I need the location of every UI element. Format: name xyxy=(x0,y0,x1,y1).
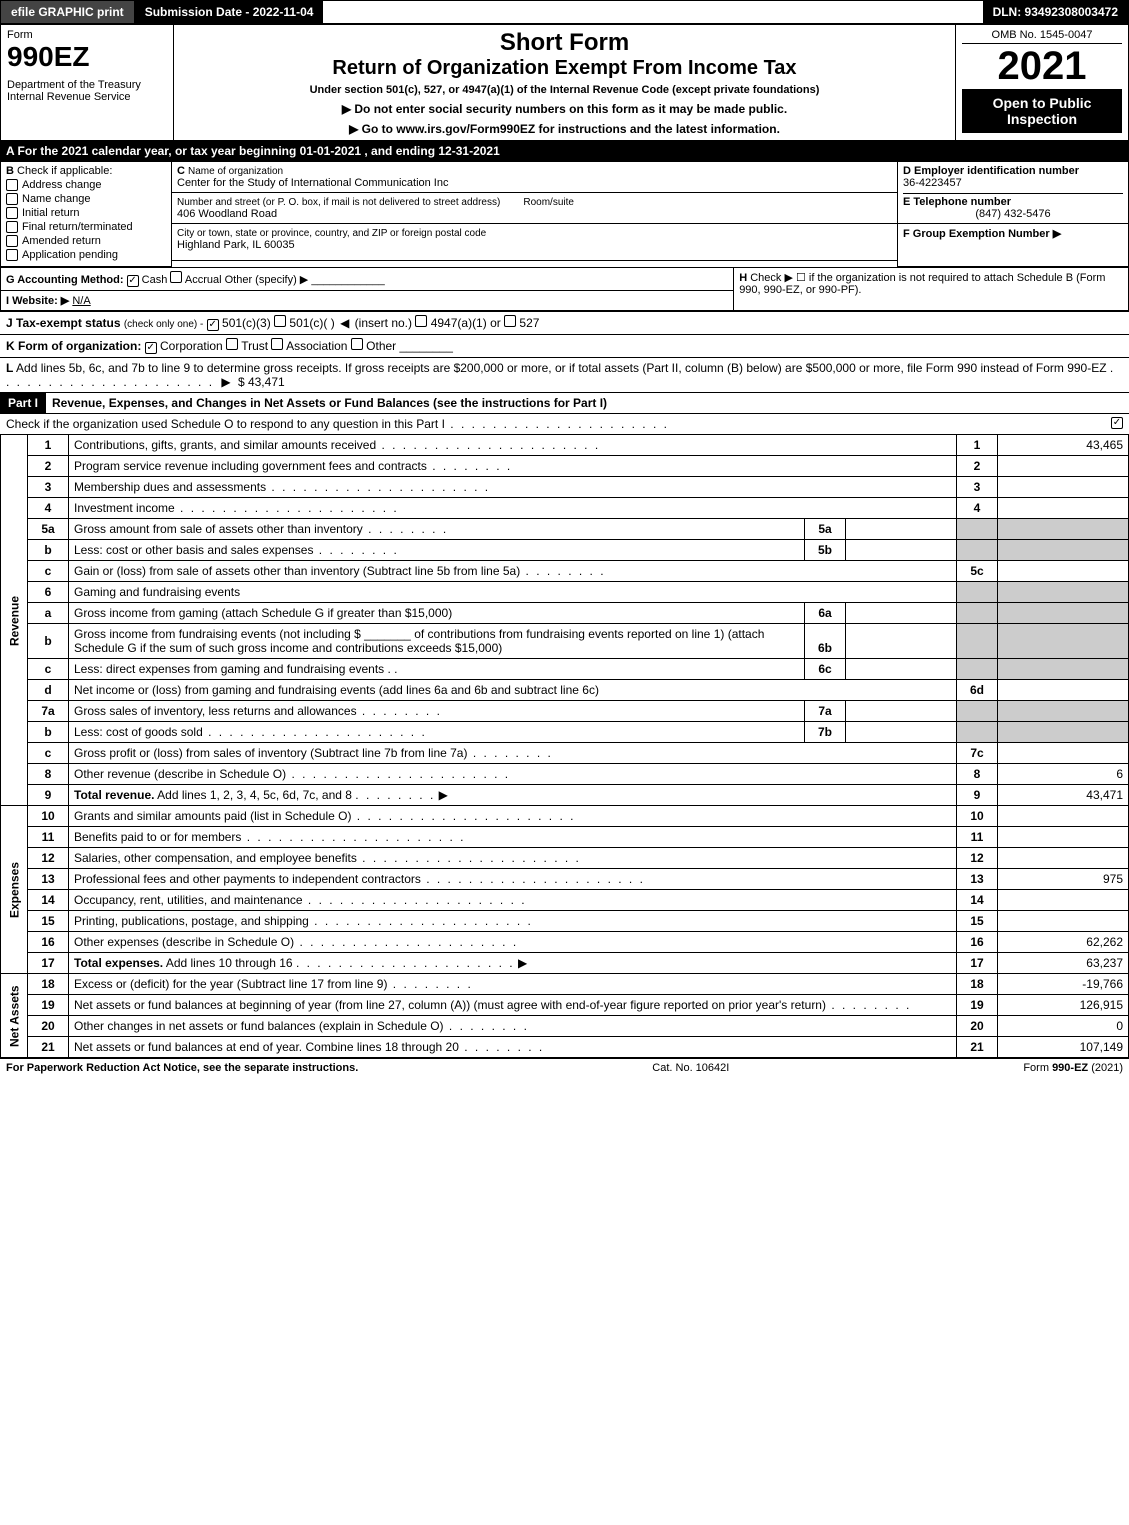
lines-table: Revenue 1 Contributions, gifts, grants, … xyxy=(0,434,1129,1058)
section-d-label: D Employer identification number xyxy=(903,165,1123,177)
checkbox-name-change[interactable]: Name change xyxy=(6,193,166,205)
line-20-amount: 0 xyxy=(998,1016,1129,1037)
line-18-amount: -19,766 xyxy=(998,974,1129,995)
checkbox-trust[interactable] xyxy=(226,338,238,350)
section-h-text: Check ▶ ☐ if the organization is not req… xyxy=(739,272,1105,296)
checkbox-cash[interactable] xyxy=(127,275,139,287)
checkbox-application-pending[interactable]: Application pending xyxy=(6,249,166,261)
goto-link[interactable]: ▶ Go to www.irs.gov/Form990EZ for instru… xyxy=(180,122,949,136)
line-3-amount xyxy=(998,477,1129,498)
checkbox-501c3[interactable] xyxy=(207,319,219,331)
paperwork-notice: For Paperwork Reduction Act Notice, see … xyxy=(6,1062,358,1074)
street-label: Number and street (or P. O. box, if mail… xyxy=(177,197,500,208)
section-a-header: A For the 2021 calendar year, or tax yea… xyxy=(0,141,1129,161)
omb-number: OMB No. 1545-0047 xyxy=(962,29,1122,44)
org-info-table: B Check if applicable: Address change Na… xyxy=(0,161,1129,267)
checkbox-address-change[interactable]: Address change xyxy=(6,179,166,191)
checkbox-schedule-o[interactable] xyxy=(1111,417,1123,429)
line-15-amount xyxy=(998,911,1129,932)
ein-value: 36-4223457 xyxy=(903,177,1123,189)
accounting-website-table: G Accounting Method: Cash Accrual Other … xyxy=(0,267,1129,311)
section-k: K Form of organization: Corporation Trus… xyxy=(0,334,1129,357)
telephone-value: (847) 432-5476 xyxy=(903,208,1123,220)
efile-print-button[interactable]: efile GRAPHIC print xyxy=(1,1,135,23)
line-10-amount xyxy=(998,806,1129,827)
checkbox-527[interactable] xyxy=(504,315,516,327)
line-4-amount xyxy=(998,498,1129,519)
under-section: Under section 501(c), 527, or 4947(a)(1)… xyxy=(180,84,949,96)
website-value: N/A xyxy=(72,295,90,307)
line-8-amount: 6 xyxy=(998,764,1129,785)
tax-year: 2021 xyxy=(962,44,1122,89)
line-11-amount xyxy=(998,827,1129,848)
top-bar: efile GRAPHIC print Submission Date - 20… xyxy=(0,0,1129,24)
expenses-label: Expenses xyxy=(1,806,28,974)
net-assets-label: Net Assets xyxy=(1,974,28,1058)
form-reference: Form 990-EZ (2021) xyxy=(1023,1062,1123,1074)
return-title: Return of Organization Exempt From Incom… xyxy=(180,57,949,80)
city-value: Highland Park, IL 60035 xyxy=(177,239,295,251)
line-17-amount: 63,237 xyxy=(998,953,1129,974)
department: Department of the Treasury Internal Reve… xyxy=(7,79,167,103)
checkbox-accrual[interactable] xyxy=(170,271,182,283)
name-of-org-label: Name of organization xyxy=(188,166,283,177)
line-14-amount xyxy=(998,890,1129,911)
section-h-label: H xyxy=(739,272,747,284)
line-2-amount xyxy=(998,456,1129,477)
line-21-amount: 107,149 xyxy=(998,1037,1129,1058)
checkbox-4947[interactable] xyxy=(415,315,427,327)
org-name: Center for the Study of International Co… xyxy=(177,177,448,189)
section-c-label: C xyxy=(177,165,185,177)
line-12-amount xyxy=(998,848,1129,869)
checkbox-final-return[interactable]: Final return/terminated xyxy=(6,221,166,233)
room-suite-label: Room/suite xyxy=(523,197,574,208)
section-j: J Tax-exempt status (check only one) - 5… xyxy=(0,311,1129,334)
catalog-number: Cat. No. 10642I xyxy=(652,1062,729,1074)
form-number: 990EZ xyxy=(7,41,167,73)
line-6d-amount xyxy=(998,680,1129,701)
section-i-label: I Website: ▶ xyxy=(6,295,69,307)
street-value: 406 Woodland Road xyxy=(177,208,277,220)
open-public-badge: Open to Public Inspection xyxy=(962,89,1122,133)
line-5c-amount xyxy=(998,561,1129,582)
line-19-amount: 126,915 xyxy=(998,995,1129,1016)
checkbox-501c[interactable] xyxy=(274,315,286,327)
revenue-label: Revenue xyxy=(1,435,28,806)
form-header: Form 990EZ Department of the Treasury In… xyxy=(0,24,1129,141)
checkbox-other-org[interactable] xyxy=(351,338,363,350)
line-1-amount: 43,465 xyxy=(998,435,1129,456)
part-1-header: Part I Revenue, Expenses, and Changes in… xyxy=(0,392,1129,413)
section-l: L Add lines 5b, 6c, and 7b to line 9 to … xyxy=(0,357,1129,392)
ssn-warning: ▶ Do not enter social security numbers o… xyxy=(180,102,949,116)
checkbox-association[interactable] xyxy=(271,338,283,350)
dln-number: DLN: 93492308003472 xyxy=(983,1,1128,23)
line-16-amount: 62,262 xyxy=(998,932,1129,953)
section-f-label: F Group Exemption Number ▶ xyxy=(903,227,1123,240)
page-footer: For Paperwork Reduction Act Notice, see … xyxy=(0,1058,1129,1077)
short-form-title: Short Form xyxy=(180,29,949,57)
line-7c-amount xyxy=(998,743,1129,764)
checkbox-initial-return[interactable]: Initial return xyxy=(6,207,166,219)
section-g-label: G Accounting Method: xyxy=(6,274,124,286)
submission-date: Submission Date - 2022-11-04 xyxy=(135,1,324,23)
part-1-check: Check if the organization used Schedule … xyxy=(0,413,1129,434)
city-label: City or town, state or province, country… xyxy=(177,228,486,239)
checkbox-corporation[interactable] xyxy=(145,342,157,354)
checkbox-amended-return[interactable]: Amended return xyxy=(6,235,166,247)
section-e-label: E Telephone number xyxy=(903,196,1123,208)
gross-receipts-amount: $ 43,471 xyxy=(238,375,285,389)
line-9-amount: 43,471 xyxy=(998,785,1129,806)
section-b-label: B xyxy=(6,165,14,177)
form-label: Form xyxy=(7,29,167,41)
line-13-amount: 975 xyxy=(998,869,1129,890)
check-if-applicable: Check if applicable: xyxy=(17,165,112,177)
